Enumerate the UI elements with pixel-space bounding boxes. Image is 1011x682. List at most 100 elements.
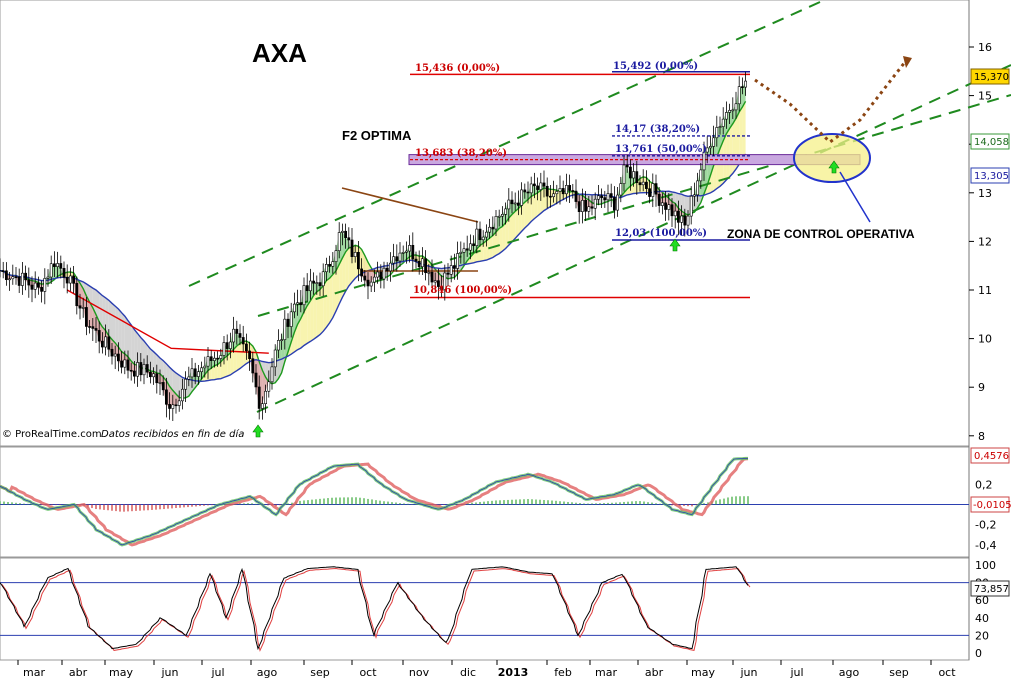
ma-band-fill xyxy=(531,194,535,222)
ma-band-fill xyxy=(633,181,637,194)
candle-body xyxy=(699,169,703,182)
price-ma-fill xyxy=(169,386,173,409)
ma-band-fill xyxy=(156,354,160,374)
osc1-histogram-bar xyxy=(179,504,181,508)
osc1-histogram-bar xyxy=(499,500,501,505)
candle-body xyxy=(520,189,524,206)
ma-band-fill xyxy=(86,283,90,303)
ma-band-fill xyxy=(480,243,484,262)
candle-body xyxy=(62,268,66,278)
candle-body xyxy=(561,188,565,195)
ma-band-fill xyxy=(336,264,340,312)
candle-body xyxy=(468,243,472,251)
ma-band-fill xyxy=(476,245,480,262)
osc1-histogram-bar xyxy=(15,502,17,505)
candle-body xyxy=(65,276,69,284)
candle-body xyxy=(161,382,165,391)
candle-body xyxy=(149,371,152,378)
source-note: © ProRealTime.com xyxy=(2,429,102,440)
candle-body xyxy=(107,336,111,350)
osc1-histogram-bar xyxy=(243,503,245,505)
candle-body xyxy=(510,199,514,205)
osc1-histogram-bar xyxy=(503,500,505,505)
osc1-histogram-bar xyxy=(267,504,269,506)
osc1-histogram-bar xyxy=(475,502,477,505)
fib-blue-label-2: 13,761 (50,00%) xyxy=(615,144,707,155)
candle-body xyxy=(209,356,213,361)
candle-body xyxy=(270,366,274,383)
ma-band-fill xyxy=(233,346,237,373)
osc2-y-tick-label: 0 xyxy=(975,647,982,660)
osc1-histogram-bar xyxy=(287,503,289,505)
osc1-histogram-bar xyxy=(575,502,577,505)
candle-body xyxy=(401,252,405,254)
ma-band-fill xyxy=(534,192,538,219)
candle-body xyxy=(702,151,706,171)
ma-band-fill xyxy=(160,357,164,378)
fib-blue-label-1: 14,17 (38,20%) xyxy=(615,124,700,135)
candle-body xyxy=(120,360,124,368)
candle-body xyxy=(420,258,424,267)
osc1-histogram-bar xyxy=(187,504,189,508)
candle-body xyxy=(571,190,575,192)
price-ma-fill xyxy=(54,263,58,280)
osc2-tag-label: 73,857 xyxy=(974,584,1009,595)
osc1-histogram-bar xyxy=(511,499,513,505)
candle-body xyxy=(600,195,604,198)
osc1-histogram-bar xyxy=(515,499,517,505)
candle-body xyxy=(644,181,648,189)
projection-arrowhead xyxy=(903,56,912,68)
candle-body xyxy=(484,231,488,238)
osc1-histogram-bar xyxy=(387,501,389,505)
candle-body xyxy=(257,386,261,409)
osc1-histogram-bar xyxy=(139,504,141,511)
osc1-histogram-bar xyxy=(683,504,685,506)
candle-body xyxy=(328,264,332,267)
x-tick-label: may xyxy=(691,666,715,679)
ma-band-fill xyxy=(486,238,490,261)
candle-body xyxy=(78,305,82,309)
candle-body xyxy=(654,183,658,195)
candle-body xyxy=(580,200,584,212)
ma-band-fill xyxy=(176,372,180,398)
x-tick-label: nov xyxy=(409,666,430,679)
chart-subtitle: F2 OPTIMA xyxy=(342,128,412,143)
osc1-histogram-bar xyxy=(591,503,593,505)
candle-body xyxy=(110,348,114,357)
osc1-histogram-bar xyxy=(411,503,413,505)
price-ma-fill xyxy=(60,268,64,278)
osc1-histogram-bar xyxy=(547,500,549,505)
candle-body xyxy=(133,370,136,377)
candle-body xyxy=(689,195,693,217)
fib-red-label-1: 13,683 (38,20%) xyxy=(415,148,507,159)
osc1-histogram-bar xyxy=(723,498,725,505)
osc1-histogram-bar xyxy=(211,504,213,506)
candle-body xyxy=(619,183,623,196)
candle-body xyxy=(1,270,5,273)
oscillator2-panel-frame xyxy=(0,557,970,661)
candle-body xyxy=(340,230,344,233)
osc1-histogram-bar xyxy=(0,501,1,505)
candle-body xyxy=(718,126,722,128)
candle-body xyxy=(72,275,76,284)
candle-body xyxy=(408,244,412,252)
candle-body xyxy=(603,197,607,201)
source-note-italic: Datos recibidos en fin de día xyxy=(101,428,244,440)
ma-band-fill xyxy=(316,289,320,337)
ma-band-fill xyxy=(521,202,525,232)
candle-body xyxy=(232,328,236,343)
candle-body xyxy=(241,337,245,345)
channel-lower-line xyxy=(256,64,1011,413)
osc1-histogram-bar xyxy=(143,504,145,511)
osc2-tag xyxy=(970,580,1010,597)
zone-ellipse xyxy=(793,133,871,183)
candle-body xyxy=(184,378,188,390)
osc2-y-tick-label: 40 xyxy=(975,612,989,625)
osc1-histogram-bar xyxy=(247,503,249,505)
fib-red-label-2: 10,846 (100,00%) xyxy=(413,285,512,296)
ma-band-fill xyxy=(332,270,336,318)
osc1-histogram-bar xyxy=(355,497,357,505)
candle-body xyxy=(350,239,354,257)
ma-band-fill xyxy=(112,303,116,343)
x-tick-label: ago xyxy=(839,666,860,679)
